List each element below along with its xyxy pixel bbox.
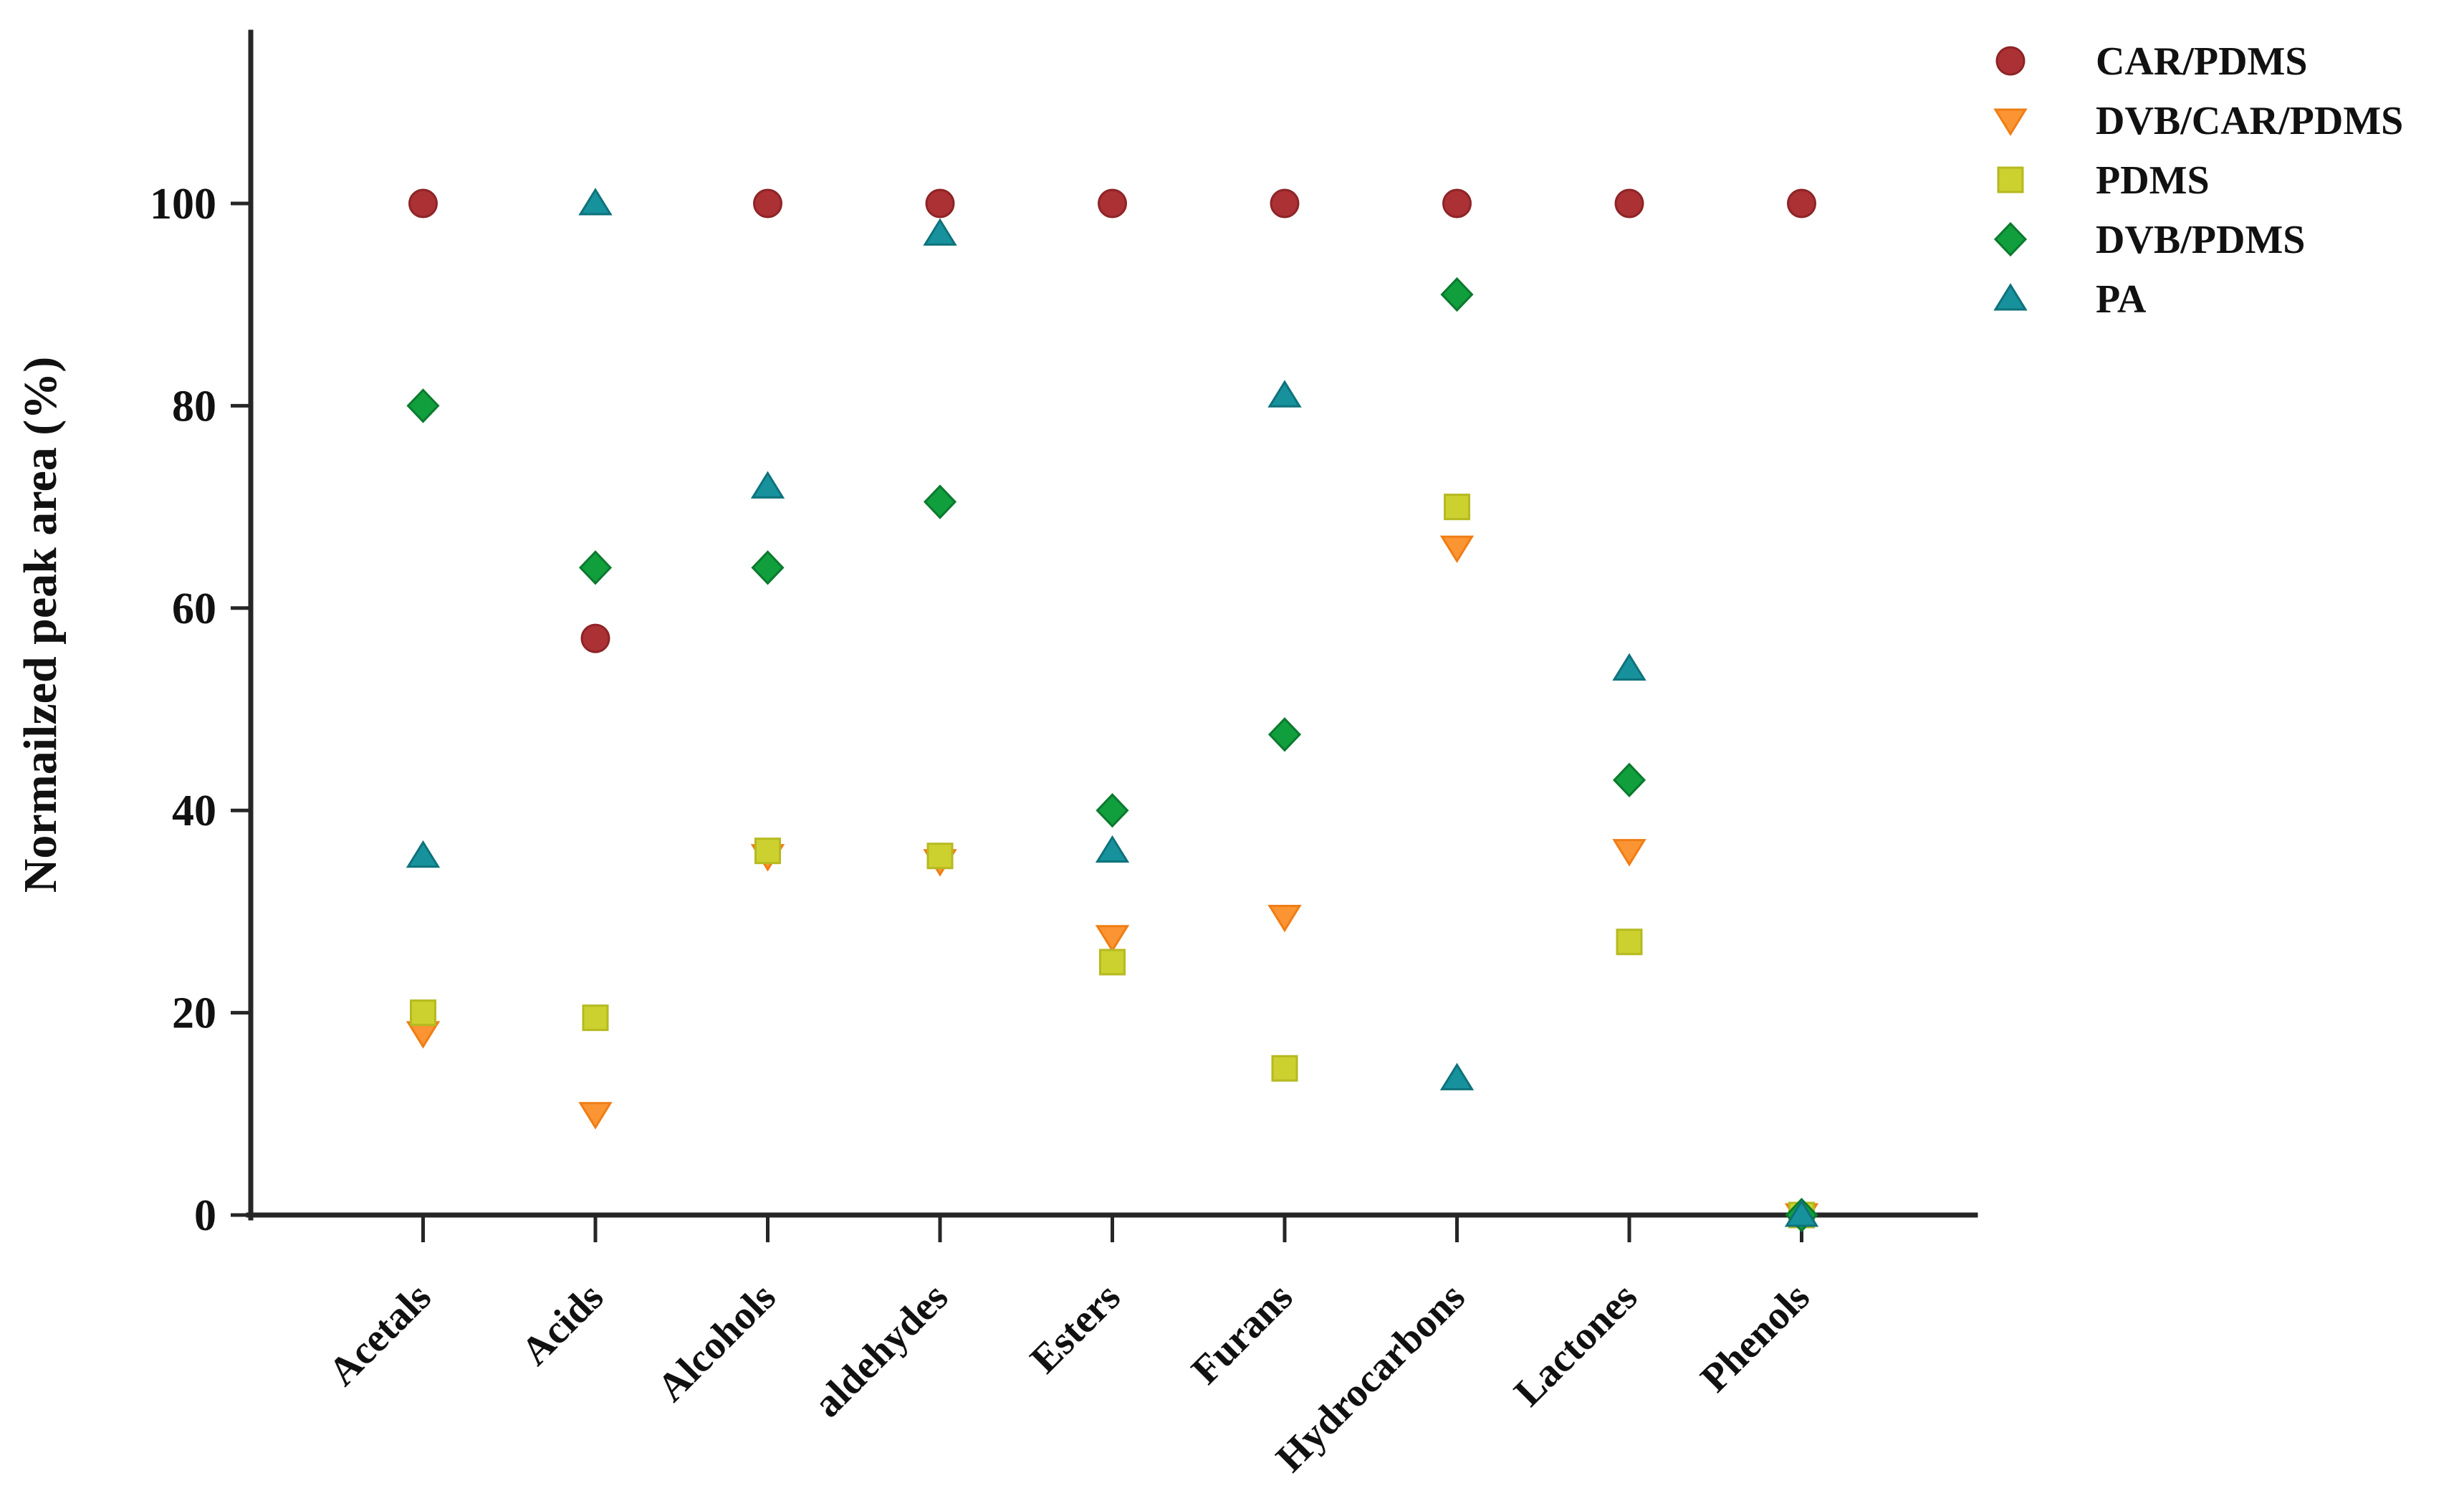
data-point <box>1614 188 1644 219</box>
legend-item: DVB/PDMS <box>1993 218 2305 262</box>
legend-label: PA <box>2096 277 2147 322</box>
series-pdms <box>410 494 1815 1229</box>
data-point <box>923 218 957 246</box>
legend-label: PDMS <box>2096 158 2210 203</box>
legend-marker-icon <box>1993 221 2028 257</box>
y-axis-title: Normailzed peak area (%) <box>14 357 67 893</box>
data-point <box>578 1102 613 1130</box>
legend-marker-icon <box>1997 166 2024 193</box>
x-tick-label: aldehydes <box>805 1274 957 1426</box>
data-point <box>1095 925 1130 953</box>
legend-marker-icon <box>1993 283 2028 311</box>
y-tick-label: 0 <box>194 1191 216 1240</box>
data-point <box>753 188 782 219</box>
data-point <box>926 842 954 870</box>
legend-item: PA <box>1993 277 2147 322</box>
y-tick-label: 40 <box>172 787 216 835</box>
legend-item: DVB/CAR/PDMS <box>1993 99 2403 143</box>
y-tick-label: 20 <box>172 989 216 1038</box>
data-point <box>1096 793 1129 828</box>
legend: CAR/PDMS DVB/CAR/PDMS PDMS DVB/PDMS PA <box>1993 39 2403 322</box>
data-point <box>754 837 781 865</box>
data-point <box>1439 535 1475 563</box>
data-point <box>1440 277 1474 312</box>
data-point <box>578 188 613 216</box>
data-point <box>408 188 438 219</box>
legend-item: CAR/PDMS <box>1995 39 2308 84</box>
data-point <box>1787 188 1816 219</box>
data-point <box>406 840 441 868</box>
legend-marker-icon <box>1993 108 2028 136</box>
series-pa <box>406 188 1819 1227</box>
legend-item: PDMS <box>1997 158 2210 203</box>
data-point <box>1612 839 1646 867</box>
data-point <box>1095 835 1130 863</box>
axes: 0 20 40 60 80 100 Acetals Acids Alcohols aldehyde… <box>150 29 1978 1481</box>
data-point <box>1439 1062 1475 1090</box>
data-point <box>410 999 436 1027</box>
legend-label: CAR/PDMS <box>2096 39 2308 84</box>
data-points <box>406 188 1819 1233</box>
x-tick-label: Alcohols <box>649 1274 785 1410</box>
x-tick-label: Acids <box>513 1274 612 1373</box>
y-tick-label: 100 <box>150 180 216 229</box>
series-dvb-car-pdms <box>406 535 1819 1231</box>
x-tick-label: Phenols <box>1692 1274 1818 1401</box>
y-tick-label: 80 <box>172 382 216 431</box>
data-point <box>578 550 613 585</box>
y-tick-label: 60 <box>172 585 216 633</box>
data-point <box>406 388 440 423</box>
data-point <box>1267 904 1302 933</box>
data-point <box>1267 380 1302 408</box>
data-point <box>1442 188 1472 219</box>
legend-label: DVB/PDMS <box>2096 218 2305 262</box>
data-point <box>1098 188 1127 219</box>
data-point <box>582 1004 609 1032</box>
data-point <box>1267 717 1302 752</box>
x-tick-label: Esters <box>1022 1274 1128 1381</box>
x-tick-label: Acetals <box>320 1274 440 1394</box>
legend-label: DVB/CAR/PDMS <box>2096 99 2403 143</box>
data-point <box>1616 928 1643 956</box>
series-car-pdms <box>408 188 1816 653</box>
data-point <box>1271 1055 1298 1082</box>
x-tick-label: Furans <box>1183 1274 1301 1393</box>
series-dvb-pdms <box>406 277 1818 1233</box>
data-point <box>751 550 785 585</box>
data-point <box>1444 494 1470 521</box>
legend-marker-icon <box>1995 46 2026 76</box>
data-point <box>1099 949 1126 976</box>
data-point <box>580 623 610 653</box>
data-point <box>925 188 955 219</box>
x-tick-label: Lactones <box>1506 1274 1646 1415</box>
data-point <box>1784 1199 1819 1227</box>
data-point <box>1612 653 1646 681</box>
data-point <box>750 471 785 499</box>
data-point <box>923 484 957 519</box>
data-point <box>1270 188 1300 219</box>
data-point <box>1612 762 1646 798</box>
